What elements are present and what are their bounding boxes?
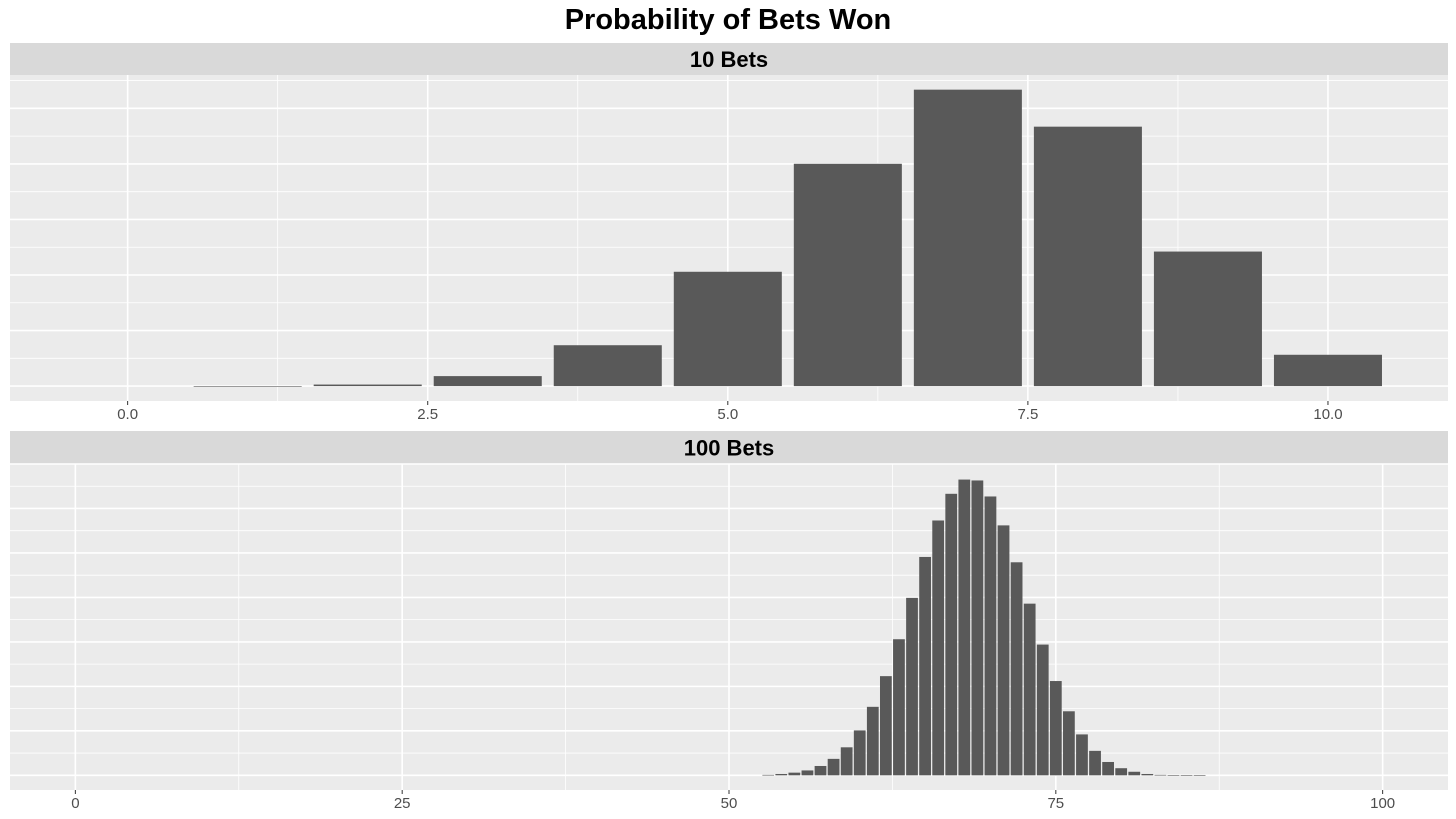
- bar: [1141, 773, 1154, 776]
- bar: [1115, 768, 1128, 776]
- bar: [762, 774, 775, 776]
- bar: [827, 758, 840, 776]
- bar: [945, 493, 958, 776]
- chart-title: Probability of Bets Won: [565, 4, 892, 36]
- x-tick-label: 0: [71, 795, 79, 812]
- x-tick-label: 75: [1047, 795, 1064, 812]
- bar: [1102, 761, 1114, 776]
- facet-strip-label: 100 Bets: [684, 436, 775, 461]
- bar: [840, 747, 853, 776]
- bar: [879, 676, 892, 776]
- bar: [1167, 775, 1180, 776]
- x-tick-label: 100: [1370, 795, 1395, 812]
- bar: [919, 556, 931, 776]
- bar: [893, 639, 905, 776]
- bar: [1033, 126, 1142, 387]
- bar: [1010, 562, 1023, 776]
- bar: [1193, 775, 1206, 776]
- bar: [814, 765, 827, 776]
- bar: [1063, 711, 1075, 776]
- x-tick-label: 7.5: [1017, 406, 1038, 423]
- facet-panel-10-bets: 10 Bets 0.0 2.5 5.0 7.5 10.0: [10, 43, 1448, 423]
- x-tick-label: 10.0: [1313, 406, 1342, 423]
- bar: [932, 520, 945, 776]
- facet-strip: [10, 43, 1448, 75]
- bar: [1076, 734, 1088, 776]
- bar: [971, 480, 984, 776]
- x-tick-label: 25: [394, 795, 411, 812]
- bar: [984, 496, 997, 776]
- x-tick-label: 2.5: [417, 406, 438, 423]
- bar: [913, 89, 1022, 387]
- bar: [433, 376, 542, 387]
- bar: [673, 271, 782, 387]
- bar: [1154, 774, 1167, 776]
- bar: [1049, 681, 1062, 776]
- bar: [958, 479, 971, 776]
- bar: [193, 386, 302, 387]
- bar: [1180, 775, 1193, 776]
- bar: [1128, 771, 1141, 776]
- bar: [1089, 750, 1101, 776]
- bar: [801, 770, 814, 776]
- bar: [775, 773, 788, 776]
- bar: [853, 730, 866, 776]
- bar: [1153, 251, 1262, 387]
- x-tick-label: 5.0: [717, 406, 738, 423]
- bar: [866, 706, 879, 776]
- facet-strip-label: 10 Bets: [690, 47, 768, 72]
- bar: [1036, 644, 1049, 776]
- bar: [1273, 354, 1382, 387]
- bar: [906, 597, 918, 776]
- bar: [793, 163, 902, 387]
- bar: [553, 345, 662, 387]
- bar: [788, 772, 801, 776]
- bar: [997, 525, 1010, 776]
- facet-panel-100-bets: 100 Bets 0 25 50 75 100: [10, 431, 1448, 812]
- facet-strip: [10, 431, 1448, 464]
- bar: [1023, 603, 1036, 776]
- bar: [313, 384, 422, 387]
- x-tick-label: 50: [721, 795, 738, 812]
- x-tick-label: 0.0: [117, 406, 138, 423]
